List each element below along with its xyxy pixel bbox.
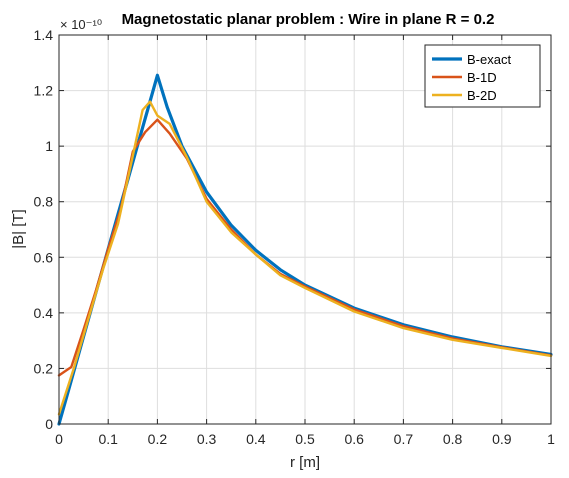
legend-label: B-2D <box>467 88 497 103</box>
y-tick-label: 1 <box>45 138 53 154</box>
x-tick-label: 1 <box>547 431 555 447</box>
y-axis-label: |B| [T] <box>10 209 27 248</box>
y-tick-label: 0.2 <box>34 360 54 376</box>
x-tick-label: 0 <box>55 431 63 447</box>
y-tick-label: 1.4 <box>34 27 54 43</box>
y-tick-label: 0 <box>45 416 53 432</box>
legend: B-exact B-1D B-2D <box>424 44 541 108</box>
x-tick-label: 0.6 <box>344 431 364 447</box>
x-tick-label: 0.8 <box>443 431 463 447</box>
x-tick-label: 0.7 <box>394 431 414 447</box>
x-tick-label: 0.3 <box>197 431 217 447</box>
x-tick-label: 0.1 <box>98 431 118 447</box>
x-tick-label: 0.4 <box>246 431 266 447</box>
x-tick-label: 0.2 <box>148 431 168 447</box>
legend-label: B-1D <box>467 70 497 85</box>
x-tick-label: 0.9 <box>492 431 512 447</box>
series-lines <box>57 73 553 426</box>
y-tick-label: 0.8 <box>34 194 54 210</box>
y-tick-label: 1.2 <box>34 83 54 99</box>
x-tick-label: 0.5 <box>295 431 315 447</box>
y-exponent-label: × 10⁻¹⁰ <box>60 17 102 32</box>
y-tick-label: 0.6 <box>34 249 54 265</box>
legend-label: B-exact <box>467 52 511 67</box>
y-tick-label: 0.4 <box>34 305 54 321</box>
chart-title: Magnetostatic planar problem : Wire in p… <box>122 11 495 28</box>
x-axis-label: r [m] <box>290 454 320 471</box>
axis-ticks: 0 0.1 0.2 0.3 0.4 0.5 0.6 0.7 0.8 0.9 1 0 0.2 0.4 0.6 0… <box>34 27 556 447</box>
series-line-b-2d <box>57 100 553 416</box>
